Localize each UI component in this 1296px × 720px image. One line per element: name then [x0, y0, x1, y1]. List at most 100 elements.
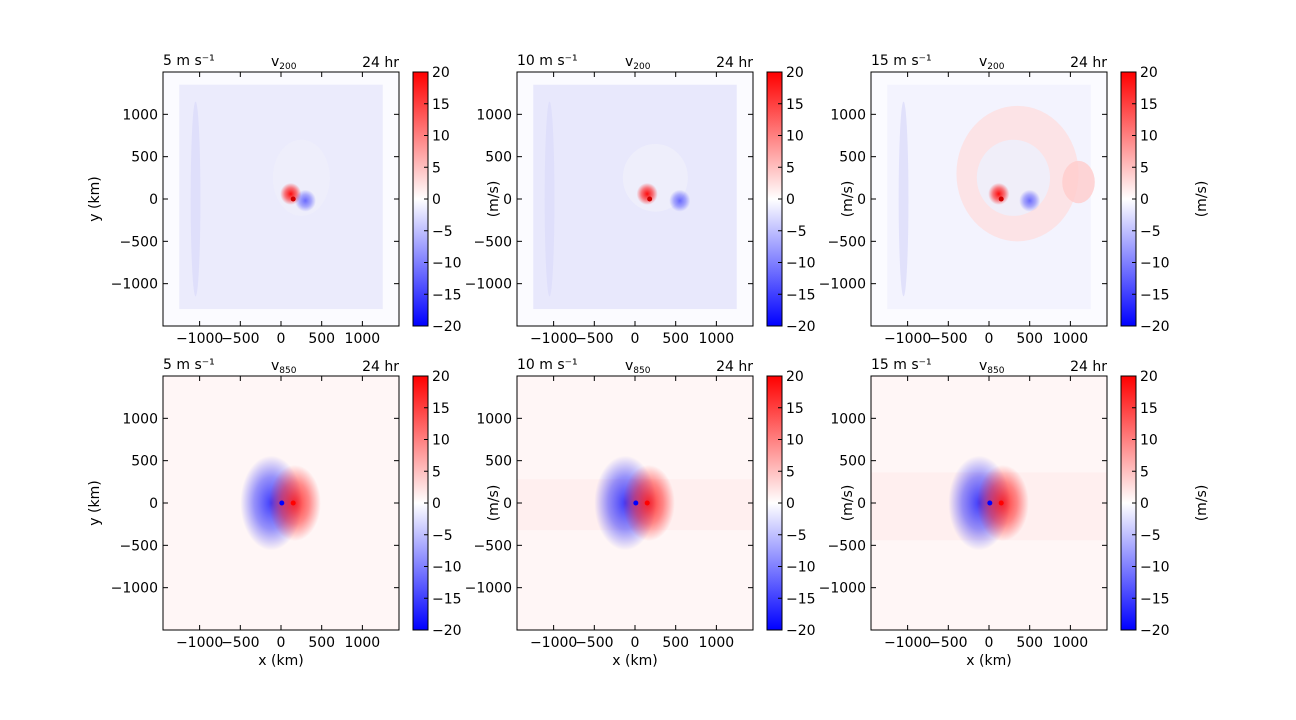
colorbar-tick-label: −10 [432, 560, 462, 576]
y-tick-label: 1000 [476, 411, 512, 427]
y-tick-label: 0 [149, 496, 158, 512]
title-right: 24 hr [362, 359, 399, 375]
colorbar-tick-label: 20 [786, 65, 804, 81]
y-tick-label: 500 [839, 150, 866, 166]
title-left: 5 m s⁻¹ [163, 53, 215, 69]
y-tick-label: 1000 [830, 411, 866, 427]
colorbar-tick-label: 15 [786, 97, 804, 113]
core-max-marker [644, 500, 650, 506]
colorbar-tick-label: 5 [1140, 160, 1149, 176]
colorbar-tick-label: 10 [786, 433, 804, 449]
x-tick-label: 0 [985, 331, 994, 347]
colorbar: −20 −15 −10 −5 0 5 10 15 20 (m/s) [766, 65, 856, 335]
title-center: v850 [625, 358, 651, 376]
y-tick-label: 1000 [122, 107, 158, 123]
y-tick-label: −1000 [465, 581, 512, 597]
colorbar: −20 −15 −10 −5 0 5 10 15 20 (m/s) [412, 369, 502, 639]
y-tick-label: 500 [131, 150, 158, 166]
colorbar-tick-label: −15 [1140, 287, 1170, 303]
colorbar-tick-label: 10 [432, 129, 450, 145]
colorbar-tick-label: 0 [432, 192, 441, 208]
colorbar-tick-label: −15 [432, 591, 462, 607]
y-tick-label: −500 [120, 538, 158, 554]
y-tick-label: −1000 [465, 277, 512, 293]
x-tick-label: 0 [631, 331, 640, 347]
title-center: v200 [625, 54, 651, 72]
y-tick-label: 0 [503, 496, 512, 512]
title-left: 15 m s⁻¹ [871, 357, 932, 373]
x-tick-label: −500 [929, 331, 967, 347]
colorbar: −20 −15 −10 −5 0 5 10 15 20 (m/s) [1120, 65, 1210, 335]
colorbar-label: (m/s) [1194, 485, 1210, 522]
title-right: 24 hr [716, 359, 753, 375]
x-tick-label: 0 [277, 331, 286, 347]
colorbar-label: (m/s) [840, 181, 856, 218]
colorbar-tick-label: 10 [786, 129, 804, 145]
core-negative-lobe [1019, 189, 1041, 212]
colorbar-tick-label: −20 [786, 623, 816, 639]
x-tick-label: 1000 [345, 331, 381, 347]
colorbar-tick-label: 0 [432, 496, 441, 512]
title-left: 10 m s⁻¹ [517, 357, 578, 373]
colorbar-tick-label: 0 [1140, 496, 1149, 512]
colorbar-tick-label: −5 [432, 224, 453, 240]
colorbar-tick-label: 20 [1140, 65, 1158, 81]
x-tick-label: −1000 [530, 635, 577, 651]
plot-area [871, 376, 1107, 630]
colorbar-tick-label: −5 [432, 528, 453, 544]
x-tick-label: 0 [985, 635, 994, 651]
colorbar-tick-label: −10 [786, 560, 816, 576]
y-tick-label: −500 [474, 234, 512, 250]
colorbar-tick-label: −15 [432, 287, 462, 303]
colorbar: −20 −15 −10 −5 0 5 10 15 20 (m/s) [412, 65, 502, 335]
colorbar-tick-label: −15 [1140, 591, 1170, 607]
core-min-marker [279, 500, 285, 506]
y-tick-label: −1000 [819, 581, 866, 597]
colorbar-tick-label: −20 [1140, 319, 1170, 335]
x-tick-label: −500 [575, 635, 613, 651]
title-left: 5 m s⁻¹ [163, 357, 215, 373]
colorbar-tick-label: 15 [786, 401, 804, 417]
colorbar: −20 −15 −10 −5 0 5 10 15 20 (m/s) [766, 369, 856, 639]
colorbar-tick-label: 10 [1140, 433, 1158, 449]
x-tick-label: −1000 [176, 635, 223, 651]
colorbar-tick-label: −20 [786, 319, 816, 335]
colorbar-tick-label: 10 [432, 433, 450, 449]
y-tick-label: 500 [485, 150, 512, 166]
x-tick-label: −1000 [884, 331, 931, 347]
colorbar-tick-label: 15 [432, 401, 450, 417]
core-max-marker [998, 196, 1004, 202]
plot-area [163, 72, 399, 326]
x-tick-label: 1000 [345, 635, 381, 651]
title-center: v850 [271, 358, 297, 376]
y-axis-label: y (km) [87, 480, 103, 525]
title-left: 15 m s⁻¹ [871, 53, 932, 69]
core-max-marker [290, 500, 296, 506]
x-tick-label: −500 [575, 331, 613, 347]
x-tick-label: 1000 [699, 331, 735, 347]
x-tick-label: 500 [662, 331, 689, 347]
colorbar-tick-label: 0 [786, 496, 795, 512]
core-negative-lobe [294, 189, 316, 212]
y-tick-label: 500 [131, 454, 158, 470]
core-min-marker [987, 500, 993, 506]
x-tick-label: 500 [308, 635, 335, 651]
x-tick-label: 500 [1016, 331, 1043, 347]
colorbar-tick-label: −20 [432, 623, 462, 639]
core-min-marker [633, 500, 639, 506]
x-tick-label: 0 [631, 635, 640, 651]
colorbar-tick-label: 15 [432, 97, 450, 113]
title-right: 24 hr [1070, 55, 1107, 71]
colorbar-label: (m/s) [1194, 181, 1210, 218]
core-positive-lobe [988, 182, 1010, 205]
y-tick-label: 1000 [830, 107, 866, 123]
meridional-band-west [190, 101, 201, 297]
x-axis-label: x (km) [612, 653, 657, 669]
y-tick-label: −500 [120, 234, 158, 250]
y-tick-label: −1000 [111, 277, 158, 293]
meridional-band-west [898, 101, 909, 297]
